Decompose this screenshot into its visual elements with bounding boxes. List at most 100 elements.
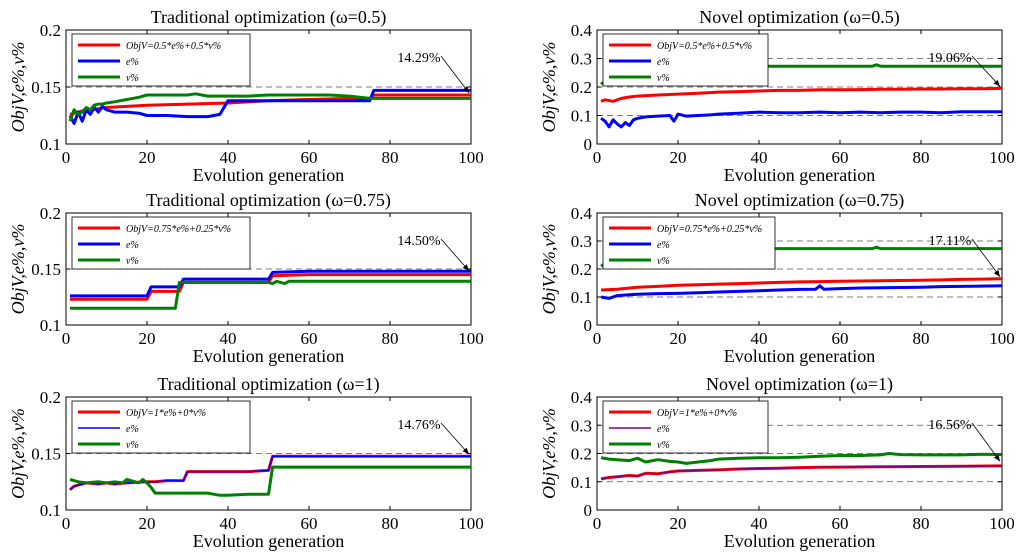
series-line — [600, 277, 1003, 292]
series-line — [600, 110, 1002, 129]
y-tick-label: 0 — [584, 135, 593, 154]
y-tick-label: 0.1 — [40, 316, 61, 335]
y-tick-label: 0.1 — [571, 473, 592, 492]
y-tick-label: 0.3 — [571, 416, 592, 435]
legend-label: v% — [126, 440, 139, 451]
legend-label: ObjV=1*e%+0*v% — [126, 408, 206, 419]
y-tick-label: 0.1 — [40, 501, 61, 520]
x-tick-label: 60 — [301, 514, 318, 533]
chart-novel-w05: 0 20 40 60 80 100 0 0.1 0.2 0.3 0.4 ObjV=0.5*e%+0.5… — [539, 7, 1015, 185]
legend-label: ObjV=0.75*e%+0.25*v% — [657, 224, 762, 235]
legend-label: e% — [126, 424, 139, 435]
series-line — [600, 284, 1003, 300]
y-tick-label: 0.2 — [40, 21, 61, 40]
y-tick-label: 0.2 — [40, 388, 61, 407]
series-line — [600, 465, 1003, 480]
improvement-annotation: 19.06% — [928, 51, 972, 66]
series-line — [600, 452, 1003, 465]
x-tick-label: 100 — [989, 329, 1015, 348]
chart-title: Novel optimization (ω=0.75) — [695, 190, 904, 211]
x-tick-label: 60 — [832, 148, 849, 167]
x-tick-label: 80 — [913, 514, 930, 533]
legend-label: e% — [657, 240, 670, 251]
y-tick-label: 0.3 — [571, 232, 592, 251]
annotation-arrowhead — [462, 86, 469, 93]
x-tick-label: 60 — [301, 148, 318, 167]
y-axis-label: ObjV,e%,v% — [539, 224, 559, 315]
series-line — [68, 92, 471, 122]
x-tick-label: 20 — [670, 148, 687, 167]
legend-label: v% — [657, 73, 670, 84]
x-tick-label: 80 — [913, 329, 930, 348]
series-line — [69, 465, 471, 497]
x-tick-label: 100 — [458, 329, 484, 348]
annotation-arrow — [440, 238, 470, 272]
x-axis-label: Evolution generation — [193, 346, 344, 366]
legend-label: ObjV=0.5*e%+0.5*v% — [657, 41, 752, 52]
x-tick-label: 0 — [62, 514, 71, 533]
x-tick-label: 60 — [832, 329, 849, 348]
x-tick-label: 60 — [301, 329, 318, 348]
x-tick-label: 0 — [593, 329, 602, 348]
y-axis-label: ObjV,e%,v% — [8, 42, 28, 133]
legend-label: ObjV=1*e%+0*v% — [657, 408, 737, 419]
x-tick-label: 40 — [751, 514, 768, 533]
y-tick-label: 0.15 — [31, 78, 61, 97]
x-axis-label: Evolution generation — [193, 531, 344, 551]
annotation-arrowhead — [993, 454, 1000, 462]
y-axis-label: ObjV,e%,v% — [8, 408, 28, 499]
legend-label: ObjV=0.75*e%+0.25*v% — [126, 224, 231, 235]
x-tick-label: 80 — [382, 329, 399, 348]
chart-title: Traditional optimization (ω=0.5) — [151, 7, 387, 28]
y-axis-label: ObjV,e%,v% — [8, 224, 28, 315]
annotation-arrowhead — [462, 264, 469, 271]
chart-traditional-w075: 0 20 40 60 80 100 0.1 0.15 0.2 ObjV=0.75*e%+0.25*… — [8, 190, 484, 366]
x-tick-label: 60 — [832, 514, 849, 533]
legend-label: e% — [657, 57, 670, 68]
y-tick-label: 0.3 — [571, 50, 592, 69]
x-tick-label: 100 — [458, 514, 484, 533]
chart-novel-w1: 0 20 40 60 80 100 0 0.1 0.2 0.3 0.4 ObjV=1*e%+0*v% e… — [539, 374, 1015, 551]
series-line — [70, 269, 471, 298]
improvement-annotation: 14.29% — [397, 51, 441, 66]
x-tick-label: 20 — [139, 148, 156, 167]
x-tick-label: 20 — [139, 329, 156, 348]
y-tick-label: 0 — [584, 316, 593, 335]
legend-label: v% — [126, 256, 139, 267]
y-tick-label: 0.4 — [571, 204, 593, 223]
x-tick-label: 0 — [62, 148, 71, 167]
y-tick-label: 0.15 — [31, 445, 61, 464]
x-tick-label: 20 — [670, 514, 687, 533]
y-tick-label: 0.1 — [571, 107, 592, 126]
y-tick-label: 0.2 — [40, 204, 61, 223]
y-tick-label: 0.4 — [571, 388, 593, 407]
x-tick-label: 0 — [593, 148, 602, 167]
y-tick-label: 0.1 — [40, 135, 61, 154]
y-tick-label: 0.2 — [571, 78, 592, 97]
legend-label: v% — [657, 256, 670, 267]
chart-title: Novel optimization (ω=1) — [706, 374, 893, 395]
x-tick-label: 40 — [220, 329, 237, 348]
x-tick-label: 100 — [989, 514, 1015, 533]
improvement-annotation: 17.11% — [929, 234, 972, 249]
legend-label: v% — [126, 73, 139, 84]
y-tick-label: 0.2 — [571, 445, 592, 464]
legend-label: v% — [657, 440, 670, 451]
x-tick-label: 100 — [458, 148, 484, 167]
x-tick-label: 0 — [593, 514, 602, 533]
x-tick-label: 100 — [989, 148, 1015, 167]
chart-traditional-w05: 0 20 40 60 80 100 0.1 0.15 0.2 ObjV=0.5*e%+0.5*v%… — [8, 7, 484, 185]
annotation-arrow — [971, 55, 1001, 87]
y-axis-label: ObjV,e%,v% — [539, 408, 559, 499]
y-tick-label: 0.15 — [31, 260, 61, 279]
legend-label: e% — [126, 57, 139, 68]
x-tick-label: 80 — [382, 148, 399, 167]
x-axis-label: Evolution generation — [724, 531, 875, 551]
x-tick-label: 80 — [382, 514, 399, 533]
y-tick-label: 0.4 — [571, 21, 593, 40]
series-line — [68, 88, 471, 125]
improvement-annotation: 16.56% — [928, 418, 972, 433]
annotation-arrowhead — [993, 79, 1000, 87]
series-line — [70, 273, 471, 301]
